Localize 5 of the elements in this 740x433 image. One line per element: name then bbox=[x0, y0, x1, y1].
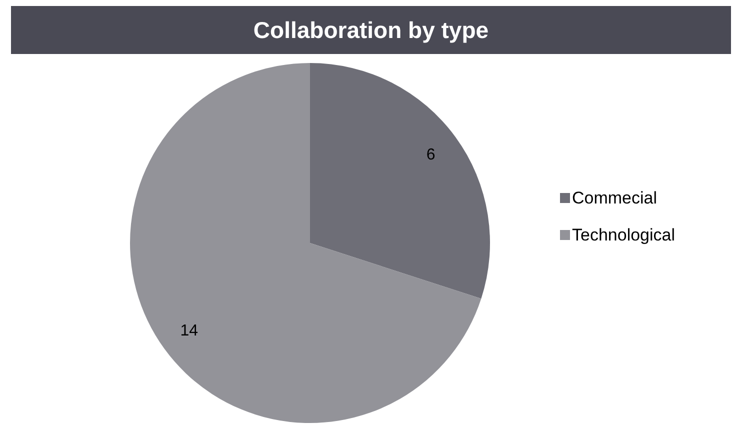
chart-title: Collaboration by type bbox=[11, 6, 731, 54]
data-label: 6 bbox=[426, 146, 436, 164]
data-label: 14 bbox=[180, 322, 198, 340]
legend-label: Commecial bbox=[572, 188, 658, 208]
legend-label: Technological bbox=[572, 226, 676, 244]
